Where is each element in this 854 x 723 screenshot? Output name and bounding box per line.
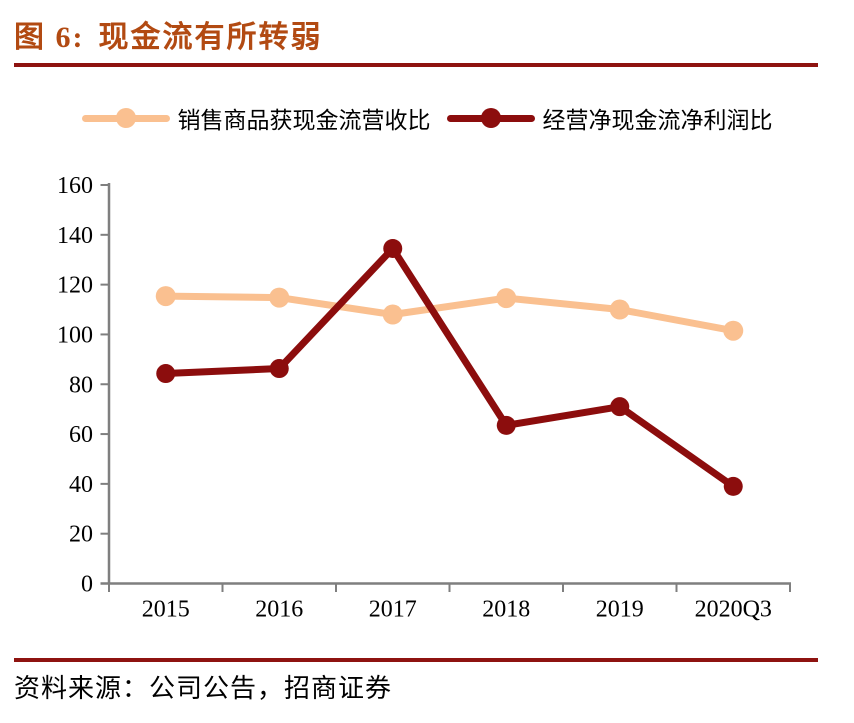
y-tick-label: 140 — [57, 223, 93, 249]
data-point-series2-2015 — [156, 364, 176, 384]
x-tick-label: 2020Q3 — [695, 597, 772, 623]
legend-dot-series2 — [480, 108, 501, 128]
legend-marker-series1-icon — [81, 107, 170, 129]
data-point-series2-2016 — [269, 359, 289, 379]
legend-dot-series1 — [115, 108, 136, 128]
y-tick-label: 20 — [69, 522, 93, 548]
figure-title: 图 6: 现金流有所转弱 — [14, 12, 323, 56]
y-tick-label: 100 — [57, 322, 93, 348]
data-point-series2-2019 — [610, 397, 630, 417]
data-point-series2-2017 — [383, 239, 403, 259]
legend-item-series1: 销售商品获现金流营收比 — [81, 101, 431, 135]
series-line-2 — [165, 245, 736, 490]
data-point-series1-2016 — [269, 287, 290, 308]
y-tick-label: 160 — [57, 173, 93, 199]
source-divider-rule — [14, 658, 818, 662]
x-tick-label: 2015 — [142, 597, 190, 623]
x-tick-label: 2016 — [255, 597, 303, 623]
y-tick-label: 80 — [69, 372, 93, 398]
series-line-1 — [165, 292, 734, 335]
data-point-series1-2020Q3 — [723, 320, 744, 341]
legend-marker-series2-icon — [446, 107, 535, 129]
chart-legend: 销售商品获现金流营收比 经营净现金流净利润比 — [0, 99, 854, 137]
data-point-series1-2015 — [155, 286, 176, 307]
data-point-series2-2018 — [496, 415, 516, 435]
y-tick-label: 0 — [81, 572, 93, 598]
x-tick-label: 2018 — [482, 597, 530, 623]
legend-label-series2: 经营净现金流净利润比 — [542, 108, 773, 133]
x-tick-label: 2019 — [596, 597, 644, 623]
data-point-series1-2018 — [496, 288, 517, 309]
data-point-series2-2020Q3 — [723, 476, 743, 496]
figure-title-text: 现金流有所转弱 — [98, 21, 323, 54]
line-chart: 0 20 40 60 80 100 120 140 160 2015 2016 2017 2018 201… — [57, 173, 791, 623]
y-tick-label: 120 — [57, 273, 93, 299]
data-point-series1-2017 — [382, 304, 403, 325]
legend-label-series1: 销售商品获现金流营收比 — [177, 108, 431, 133]
title-divider-rule — [14, 63, 818, 67]
y-tick-label: 40 — [69, 472, 93, 498]
legend-item-series2: 经营净现金流净利润比 — [446, 101, 773, 135]
x-tick-label: 2017 — [369, 597, 417, 623]
data-point-series1-2019 — [609, 299, 630, 320]
source-note: 资料来源：公司公告，招商证券 — [14, 674, 393, 703]
y-tick-label: 60 — [69, 422, 93, 448]
figure-number-label: 图 6: — [14, 21, 85, 54]
